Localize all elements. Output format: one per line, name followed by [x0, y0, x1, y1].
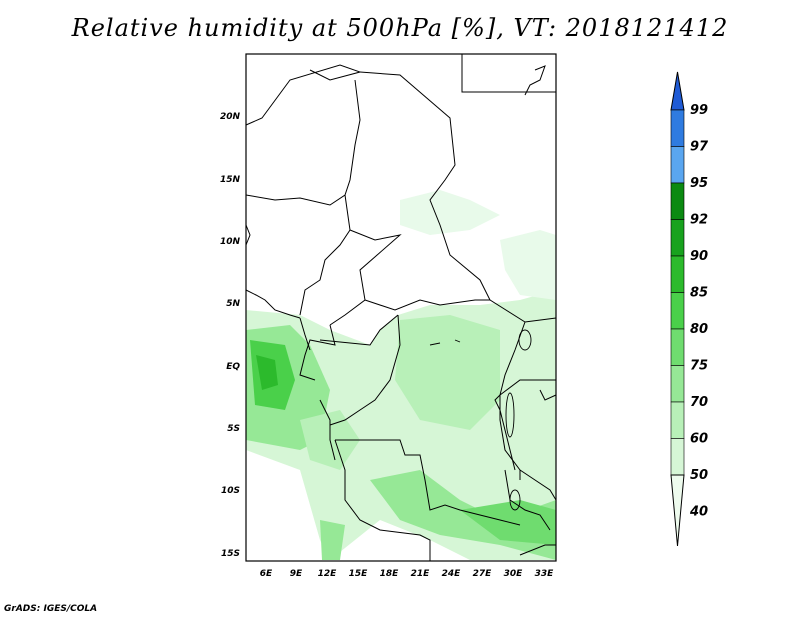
lon-tick: 15E — [349, 569, 369, 579]
colorbar-segment — [670, 365, 685, 403]
lon-tick: 12E — [318, 569, 338, 579]
colorbar-top-arrow — [670, 71, 685, 111]
colorbar-segment — [670, 401, 685, 439]
lon-tick: 24E — [442, 569, 462, 579]
lon-tick: 18E — [380, 569, 400, 579]
colorbar-label: 99 — [690, 103, 708, 118]
lon-tick: 30E — [504, 569, 524, 579]
humidity-fill — [246, 190, 556, 560]
lat-tick: 10N — [220, 237, 241, 247]
lon-tick: 21E — [411, 569, 431, 579]
lon-ticks: 6E 9E 12E 15E 18E 21E 24E 27E 30E 33E — [260, 569, 554, 579]
lon-tick: 9E — [290, 569, 303, 579]
colorbar-segment — [670, 146, 685, 184]
colorbar-label: 70 — [690, 395, 708, 410]
map-frame — [245, 53, 557, 562]
map-title: Relative humidity at 500hPa [%], VT: 201… — [71, 14, 729, 42]
colorbar-label: 85 — [690, 286, 708, 301]
colorbar-label: 80 — [690, 322, 708, 337]
credit-label: GrADS: IGES/COLA — [4, 604, 98, 614]
lat-tick: 10S — [221, 486, 240, 496]
lat-ticks: 20N 15N 10N 5N EQ 5S 10S 15S — [220, 112, 241, 559]
colorbar-segment — [670, 182, 685, 220]
colorbar-segment — [670, 109, 685, 147]
colorbar-label: 75 — [690, 359, 708, 374]
lat-tick: 15N — [220, 175, 241, 185]
colorbar-label: 97 — [690, 140, 709, 155]
colorbar-label: 90 — [690, 249, 708, 264]
colorbar-label: 60 — [690, 432, 708, 447]
country-borders — [245, 54, 557, 561]
colorbar-segment — [670, 255, 685, 293]
colorbar-segment — [670, 219, 685, 257]
lakes — [429, 329, 532, 511]
lat-tick: 15S — [221, 549, 240, 559]
colorbar-bottom-arrow — [670, 474, 685, 547]
lon-tick: 6E — [260, 569, 273, 579]
colorbar-label: 50 — [690, 468, 708, 483]
lat-tick: 5N — [226, 299, 240, 309]
colorbar-label: 40 — [689, 505, 708, 520]
colorbar-segment — [670, 438, 685, 476]
lat-tick: 5S — [227, 424, 240, 434]
lon-tick: 27E — [473, 569, 493, 579]
lat-tick: 20N — [220, 112, 241, 122]
colorbar: 99 97 95 92 90 85 80 75 70 60 50 40 — [670, 71, 709, 547]
colorbar-label: 95 — [690, 176, 708, 191]
lon-tick: 33E — [535, 569, 555, 579]
lat-tick: EQ — [226, 362, 240, 372]
colorbar-segment — [670, 292, 685, 330]
colorbar-label: 92 — [690, 213, 708, 228]
colorbar-segment — [670, 328, 685, 366]
